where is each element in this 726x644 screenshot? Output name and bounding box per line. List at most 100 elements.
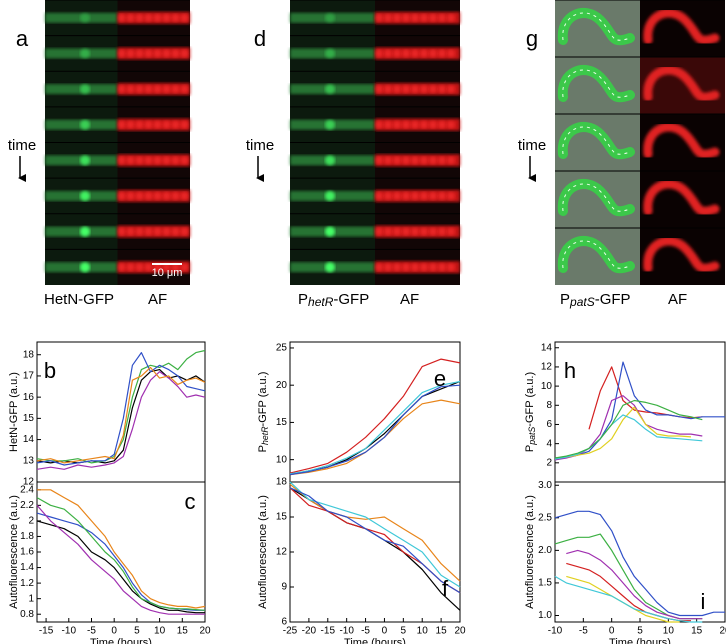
af-cell <box>117 120 126 129</box>
af-cell <box>402 13 410 22</box>
af-cell <box>438 120 446 129</box>
af-cell <box>393 263 401 272</box>
af-cell <box>162 13 171 22</box>
af-cell <box>180 13 189 22</box>
af-cell <box>384 85 392 94</box>
af-cell <box>180 191 189 200</box>
series-line <box>289 483 461 582</box>
micrograph <box>290 0 460 285</box>
af-cell <box>144 263 153 272</box>
af-cell <box>375 156 383 165</box>
label-part: Autofluorescence (a.u.) <box>524 495 536 609</box>
gfp-frame <box>555 171 640 228</box>
af-cell <box>153 85 162 94</box>
af-cell <box>135 13 144 22</box>
y-tick-label: 1.8 <box>20 531 34 542</box>
x-tick-label: 20 <box>719 626 726 637</box>
af-cell <box>402 120 410 129</box>
af-cell <box>420 13 428 22</box>
y-tick-label: 18 <box>23 349 35 360</box>
af-cell <box>180 49 189 58</box>
af-cell <box>180 120 189 129</box>
label-part: hetR <box>308 295 334 309</box>
series-line <box>36 520 205 614</box>
af-cell <box>375 227 383 236</box>
af-cell <box>420 156 428 165</box>
af-cell <box>411 263 419 272</box>
series-line <box>289 481 461 588</box>
series-line <box>554 414 703 460</box>
af-cell <box>117 85 126 94</box>
af-cell <box>144 120 153 129</box>
af-cell <box>144 85 153 94</box>
af-cell <box>135 85 144 94</box>
y-tick-label: 2.4 <box>20 484 34 495</box>
x-tick-label: -5 <box>361 626 370 637</box>
x-tick-label: 0 <box>111 626 117 637</box>
panel-letter: c <box>185 489 196 514</box>
micrograph <box>45 0 190 285</box>
af-cell <box>411 120 419 129</box>
gfp-spot <box>80 119 90 130</box>
y-tick-label: 1.4 <box>20 562 34 573</box>
y-tick-label: 2.2 <box>20 500 34 511</box>
series-line <box>289 487 461 594</box>
y-tick-label: 1.2 <box>20 578 34 589</box>
af-cell <box>384 120 392 129</box>
x-tick-label: 20 <box>454 626 466 637</box>
af-cell <box>420 191 428 200</box>
af-cell <box>162 227 171 236</box>
af-cell <box>438 13 446 22</box>
af-label: AF <box>668 291 687 308</box>
af-cell <box>144 49 153 58</box>
y-tick-label: 1.0 <box>538 610 552 621</box>
series-line <box>566 406 692 458</box>
af-cell <box>438 85 446 94</box>
af-cell <box>375 85 383 94</box>
gfp-spot <box>80 155 90 166</box>
gfp-spot <box>80 226 90 237</box>
y-tick-label: 1 <box>28 593 34 604</box>
af-cell <box>171 191 180 200</box>
af-cell <box>447 13 455 22</box>
label-part: P <box>560 291 570 308</box>
series-line <box>289 384 461 476</box>
af-cell <box>384 156 392 165</box>
af-cell <box>126 156 135 165</box>
af-cell <box>429 49 437 58</box>
x-tick-label: 0 <box>382 626 388 637</box>
af-cell <box>375 13 383 22</box>
gfp-frame <box>555 57 640 114</box>
series-line <box>566 549 703 620</box>
gfp-spot <box>325 155 335 166</box>
af-cell <box>420 85 428 94</box>
af-cell <box>411 156 419 165</box>
af-cell <box>420 263 428 272</box>
gfp-outline <box>562 183 631 212</box>
y-tick-label: 4 <box>546 438 552 449</box>
series-line <box>554 395 703 461</box>
x-tick-label: -10 <box>339 626 354 637</box>
af-cell <box>180 227 189 236</box>
af-cell <box>429 156 437 165</box>
af-cell <box>126 120 135 129</box>
gfp-label: PpatS-GFP <box>560 291 631 309</box>
x-tick-label: -15 <box>39 626 54 637</box>
series-line <box>289 380 461 475</box>
af-cell <box>171 227 180 236</box>
y-axis-label: Autofluorescence (a.u.) <box>524 495 536 609</box>
gfp-spot <box>325 119 335 130</box>
panel-letter: h <box>564 358 576 383</box>
panel-letter: f <box>442 576 449 601</box>
af-cell <box>162 49 171 58</box>
panel-letter: b <box>44 358 56 383</box>
af-cell <box>180 85 189 94</box>
x-axis-label: Time (hours) <box>344 637 406 644</box>
af-cell <box>384 49 392 58</box>
gfp-frame <box>555 228 640 285</box>
af-cell <box>126 85 135 94</box>
label-part: -GFP <box>595 291 631 308</box>
af-cell <box>384 13 392 22</box>
